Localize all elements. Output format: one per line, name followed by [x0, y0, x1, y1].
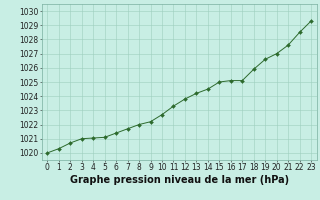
X-axis label: Graphe pression niveau de la mer (hPa): Graphe pression niveau de la mer (hPa)	[70, 175, 289, 185]
